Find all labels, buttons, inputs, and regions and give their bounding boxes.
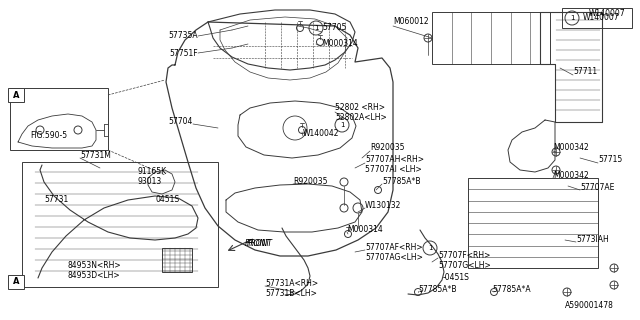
Text: 57707AE: 57707AE <box>580 183 614 193</box>
Text: 57735A: 57735A <box>168 31 198 41</box>
Circle shape <box>317 38 323 45</box>
Circle shape <box>344 230 351 237</box>
Circle shape <box>415 289 422 295</box>
Text: 57707AI <LH>: 57707AI <LH> <box>365 165 422 174</box>
Text: 93013: 93013 <box>138 178 163 187</box>
Text: W140007: W140007 <box>583 13 620 22</box>
Circle shape <box>298 126 305 133</box>
Text: 1: 1 <box>428 245 432 251</box>
Bar <box>432 12 550 64</box>
Circle shape <box>340 178 348 186</box>
Circle shape <box>610 281 618 289</box>
Text: M000314: M000314 <box>322 38 358 47</box>
Text: FRONT: FRONT <box>245 238 271 247</box>
Circle shape <box>552 166 560 174</box>
Text: FRONT: FRONT <box>247 238 273 247</box>
Circle shape <box>36 126 44 134</box>
Text: A: A <box>13 277 19 286</box>
Circle shape <box>424 34 432 42</box>
Text: 91165K: 91165K <box>138 167 167 177</box>
Circle shape <box>552 148 560 156</box>
Text: A590001478: A590001478 <box>565 301 614 310</box>
Text: 1: 1 <box>570 15 574 21</box>
Text: W130132: W130132 <box>365 202 401 211</box>
Text: 57785A*A: 57785A*A <box>492 284 531 293</box>
Text: 52802 <RH>: 52802 <RH> <box>335 103 385 113</box>
Circle shape <box>296 25 303 31</box>
Bar <box>10 88 108 150</box>
Text: 57711: 57711 <box>573 68 597 76</box>
Text: 1: 1 <box>340 122 344 128</box>
Text: 57707G<LH>: 57707G<LH> <box>438 260 491 269</box>
Text: 57751F: 57751F <box>170 49 198 58</box>
Circle shape <box>423 241 437 255</box>
Text: M000342: M000342 <box>553 143 589 153</box>
Text: R920035: R920035 <box>370 143 404 153</box>
Text: 84953D<LH>: 84953D<LH> <box>68 271 120 281</box>
Bar <box>8 88 24 102</box>
Text: 57704: 57704 <box>168 116 193 125</box>
Circle shape <box>565 11 579 25</box>
Text: 57707AF<RH>: 57707AF<RH> <box>365 244 422 252</box>
Text: W140007: W140007 <box>589 10 626 19</box>
Text: 57785A*B: 57785A*B <box>382 178 420 187</box>
Text: 57707AG<LH>: 57707AG<LH> <box>365 253 423 262</box>
Text: 57731M: 57731M <box>80 150 111 159</box>
Text: 0451S: 0451S <box>155 196 179 204</box>
Text: 57731: 57731 <box>44 196 68 204</box>
Bar <box>22 162 218 287</box>
Text: 1: 1 <box>314 25 318 31</box>
Text: 5773IAH: 5773IAH <box>576 236 609 244</box>
Bar <box>468 178 598 268</box>
Text: 57705: 57705 <box>322 23 346 33</box>
Text: M000342: M000342 <box>553 171 589 180</box>
Circle shape <box>490 289 497 295</box>
Circle shape <box>563 288 571 296</box>
Text: FIG.590-5: FIG.590-5 <box>30 132 67 140</box>
Bar <box>562 8 632 28</box>
Circle shape <box>353 203 363 213</box>
Text: 57731A<RH>: 57731A<RH> <box>265 279 318 289</box>
Text: 52802A<LH>: 52802A<LH> <box>335 114 387 123</box>
Circle shape <box>340 204 348 212</box>
Text: W140042: W140042 <box>303 129 339 138</box>
Text: 57785A*B: 57785A*B <box>418 284 456 293</box>
Circle shape <box>610 264 618 272</box>
Text: 57707F<RH>: 57707F<RH> <box>438 251 490 260</box>
Circle shape <box>309 21 323 35</box>
Circle shape <box>374 187 381 194</box>
Text: -0451S: -0451S <box>443 273 470 282</box>
Text: 57715: 57715 <box>598 156 622 164</box>
Circle shape <box>74 126 82 134</box>
Text: 84953N<RH>: 84953N<RH> <box>68 260 122 269</box>
Text: 57731B<LH>: 57731B<LH> <box>265 290 317 299</box>
Text: R920035: R920035 <box>293 178 328 187</box>
Text: 57707AH<RH>: 57707AH<RH> <box>365 156 424 164</box>
Circle shape <box>335 118 349 132</box>
Text: M060012: M060012 <box>393 18 429 27</box>
Bar <box>8 275 24 289</box>
Text: A: A <box>13 91 19 100</box>
Bar <box>162 248 192 272</box>
Text: M000314: M000314 <box>347 226 383 235</box>
